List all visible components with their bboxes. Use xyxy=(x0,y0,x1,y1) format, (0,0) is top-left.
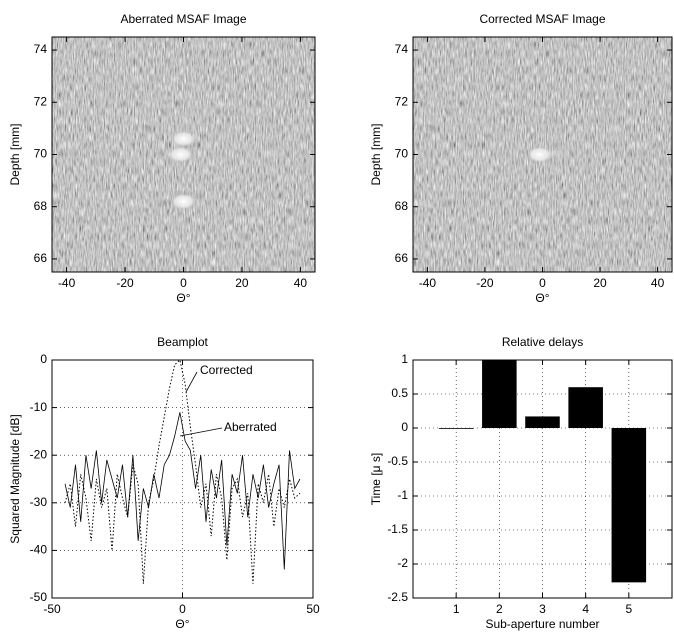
y-tick-label: 70 xyxy=(395,147,409,161)
x-tick-label: -40 xyxy=(58,276,76,290)
x-tick-label: 50 xyxy=(306,602,320,616)
x-tick-label: 2 xyxy=(496,602,503,616)
y-tick-label: -10 xyxy=(30,400,48,414)
line-series xyxy=(64,360,301,584)
x-tick-label: 1 xyxy=(453,602,460,616)
x-tick-label: -40 xyxy=(419,276,437,290)
y-tick-label: -0.5 xyxy=(387,454,408,468)
x-tick-label: -20 xyxy=(476,276,494,290)
chart-title: Corrected MSAF Image xyxy=(479,12,605,26)
bar xyxy=(611,428,647,583)
y-axis-label: Squared Magnitude [dB] xyxy=(8,414,22,543)
x-tick-label: 0 xyxy=(180,276,187,290)
x-tick-label: 40 xyxy=(294,276,308,290)
x-tick-label: 5 xyxy=(625,602,632,616)
x-axis-label: Θ° xyxy=(176,291,190,305)
x-tick-label: 4 xyxy=(582,602,589,616)
y-tick-label: -1 xyxy=(397,488,408,502)
y-axis-label: Depth [mm] xyxy=(8,123,22,185)
y-tick-label: 0 xyxy=(401,420,408,434)
y-tick-label: 68 xyxy=(395,199,409,213)
x-axis-label: Θ° xyxy=(175,617,189,631)
y-tick-label: -30 xyxy=(30,495,48,509)
x-axis-label: Sub-aperture number xyxy=(485,617,599,631)
y-tick-label: 72 xyxy=(34,94,48,108)
x-tick-label: 40 xyxy=(651,276,665,290)
y-tick-label: -20 xyxy=(30,447,48,461)
chart-title: Beamplot xyxy=(157,335,208,349)
y-tick-label: -2 xyxy=(397,556,408,570)
x-axis-label: Θ° xyxy=(535,291,549,305)
y-tick-label: 72 xyxy=(395,94,409,108)
y-tick-label: 66 xyxy=(395,251,409,265)
series-annotation: Aberrated xyxy=(224,420,277,434)
bar xyxy=(525,416,560,428)
annotations xyxy=(179,371,223,437)
x-tick-label: 0 xyxy=(539,276,546,290)
bright-spot xyxy=(166,145,195,164)
y-tick-label: 68 xyxy=(34,199,48,213)
y-tick-label: 1 xyxy=(401,352,408,366)
y-tick-label: 74 xyxy=(34,42,48,56)
y-tick-label: -1.5 xyxy=(387,522,408,536)
bright-spot xyxy=(169,192,198,211)
panel: -40 -20 0 20 40 66 68 70 72 74 Corrected MSAF Imag… xyxy=(369,12,673,305)
y-tick-label: 74 xyxy=(395,42,409,56)
y-tick-label: 66 xyxy=(34,251,48,265)
chart-title: Aberrated MSAF Image xyxy=(120,12,246,26)
y-tick-label: -2.5 xyxy=(387,590,408,604)
y-tick-label: 0 xyxy=(40,352,47,366)
bar xyxy=(568,387,603,428)
x-tick-label: 3 xyxy=(539,602,546,616)
y-tick-label: 0.5 xyxy=(391,386,408,400)
panel: -40 -20 0 20 40 66 68 70 72 74 Aberrated MSAF Imag… xyxy=(8,12,316,305)
x-tick-label: 0 xyxy=(179,602,186,616)
y-tick-label: -50 xyxy=(30,590,48,604)
x-tick-label: -20 xyxy=(116,276,134,290)
y-axis-label: Depth [mm] xyxy=(369,123,383,185)
panel: 1 2 3 4 5 1 0.5 0 -0.5 -1 -1.5 -2 -2.5 Relative delay… xyxy=(369,335,673,631)
x-tick-label: 20 xyxy=(593,276,607,290)
y-tick-label: -40 xyxy=(30,543,48,557)
line-series xyxy=(64,412,301,570)
bar xyxy=(438,428,474,429)
bar xyxy=(482,360,517,428)
axes-frame xyxy=(51,359,314,599)
x-tick-label: 20 xyxy=(235,276,249,290)
y-tick-label: 70 xyxy=(34,147,48,161)
chart-title: Relative delays xyxy=(502,335,583,349)
panel: Corrected Aberrated -50 0 50 0 -10 -20 -30 -40 -50… xyxy=(8,335,320,631)
x-tick-label: -50 xyxy=(43,602,61,616)
series-annotation: Corrected xyxy=(200,363,253,377)
y-axis-label: Time [μ s] xyxy=(369,453,383,505)
bright-spot xyxy=(169,129,198,148)
bright-spot xyxy=(525,145,554,164)
